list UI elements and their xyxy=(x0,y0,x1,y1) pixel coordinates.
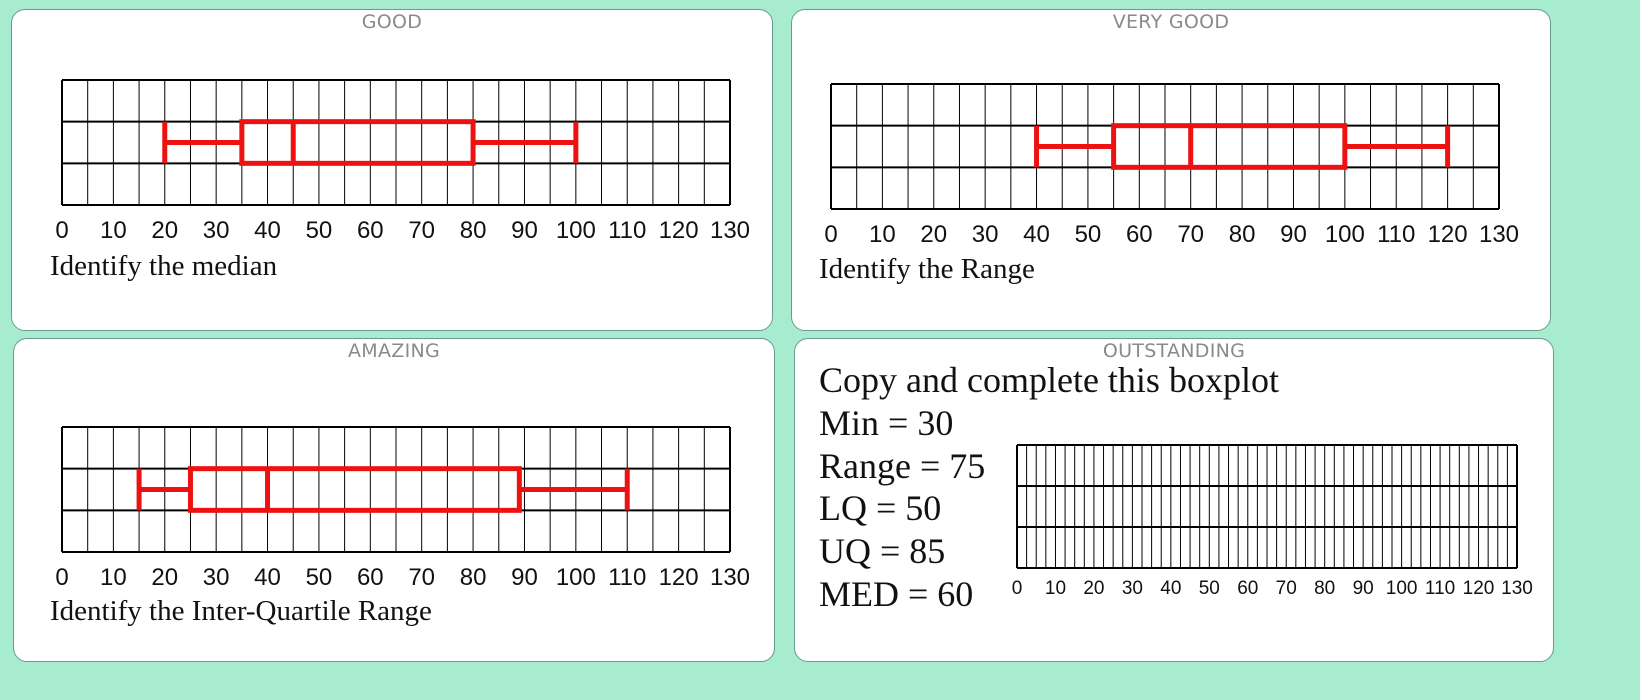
card-title: AMAZING xyxy=(347,340,441,362)
x-tick-label: 60 xyxy=(357,217,384,244)
x-tick-label: 0 xyxy=(55,217,68,244)
stat-range: Range = 75 xyxy=(819,446,986,486)
card-good: GOOD 0 10 20 30 40 50 60 70 80 90 100 110 120 130 Ide… xyxy=(11,9,773,331)
question-text: Identify the median xyxy=(50,250,278,282)
x-tick-label: 60 xyxy=(357,564,384,591)
x-tick-label: 40 xyxy=(254,564,281,591)
question-text: Identify the Range xyxy=(819,253,1035,285)
x-tick-label: 130 xyxy=(710,564,750,591)
stat-lq: LQ = 50 xyxy=(819,488,942,528)
x-tick-label: 10 xyxy=(869,221,896,248)
stat-min: Min = 30 xyxy=(819,403,954,443)
x-tick-label: 100 xyxy=(1325,221,1365,248)
x-tick-label: 40 xyxy=(1023,221,1050,248)
x-tick-label: 90 xyxy=(1280,221,1307,248)
x-tick-label: 50 xyxy=(1075,221,1102,248)
x-tick-label: 30 xyxy=(203,564,230,591)
stat-uq: UQ = 85 xyxy=(819,531,946,571)
grid xyxy=(61,79,731,206)
x-tick-label: 40 xyxy=(254,217,281,244)
x-tick-label: 40 xyxy=(1160,578,1181,599)
x-tick-label: 130 xyxy=(710,217,750,244)
x-tick-label: 110 xyxy=(608,217,646,244)
card-outstanding: OUTSTANDING Copy and complete this boxpl… xyxy=(794,338,1554,662)
x-tick-label: 90 xyxy=(1353,578,1374,599)
x-tick-label: 0 xyxy=(824,221,837,248)
x-tick-label: 10 xyxy=(100,217,127,244)
x-tick-label: 30 xyxy=(972,221,999,248)
x-tick-label: 60 xyxy=(1237,578,1258,599)
card-title: GOOD xyxy=(361,11,423,33)
x-tick-label: 120 xyxy=(659,217,699,244)
x-tick-label: 100 xyxy=(1386,578,1418,599)
x-tick-label: 130 xyxy=(1479,221,1519,248)
x-tick-label: 30 xyxy=(203,217,230,244)
x-tick-label: 50 xyxy=(306,217,333,244)
card-title: VERY GOOD xyxy=(1112,11,1230,33)
x-tick-label: 20 xyxy=(151,564,178,591)
box xyxy=(239,119,476,166)
x-tick-label: 70 xyxy=(408,217,435,244)
x-tick-label: 110 xyxy=(1377,221,1415,248)
x-tick-label: 70 xyxy=(1177,221,1204,248)
x-tick-label: 50 xyxy=(306,564,333,591)
x-tick-label: 60 xyxy=(1126,221,1153,248)
boxplot xyxy=(1034,123,1451,170)
boxplot xyxy=(162,119,579,166)
x-tick-label: 100 xyxy=(556,217,596,244)
boxplot-grid-blank: 0 10 20 30 40 50 60 70 80 90 100 110 120 130 xyxy=(1012,444,1533,599)
x-tick-label: 20 xyxy=(151,217,178,244)
x-tick-label: 30 xyxy=(1122,578,1143,599)
x-tick-label: 110 xyxy=(608,564,646,591)
x-tick-label: 120 xyxy=(1428,221,1468,248)
x-tick-label: 20 xyxy=(1083,578,1104,599)
card-amazing: AMAZING 0 10 20 30 40 50 60 70 80 90 100 110 120 130 … xyxy=(13,338,775,662)
x-tick-label: 120 xyxy=(659,564,699,591)
x-tick-label: 10 xyxy=(100,564,127,591)
x-tick-label: 130 xyxy=(1501,578,1533,599)
x-tick-label: 90 xyxy=(511,217,538,244)
box xyxy=(187,466,522,513)
boxplot xyxy=(136,466,630,513)
x-tick-label: 50 xyxy=(1199,578,1220,599)
boxplot-chart-1: 0 10 20 30 40 50 60 70 80 90 100 110 120 130 xyxy=(55,79,750,244)
card-very-good: VERY GOOD 0 10 20 30 40 50 60 70 80 90 100 110 120 13… xyxy=(791,9,1551,331)
x-tick-label: 80 xyxy=(460,564,487,591)
card-title: OUTSTANDING xyxy=(1102,340,1246,362)
question-text: Identify the Inter-Quartile Range xyxy=(50,595,432,627)
x-tick-label: 0 xyxy=(1012,578,1023,599)
x-tick-label: 70 xyxy=(408,564,435,591)
x-tick-label: 100 xyxy=(556,564,596,591)
box xyxy=(1111,123,1348,170)
stat-med: MED = 60 xyxy=(819,574,974,614)
x-tick-label: 80 xyxy=(1314,578,1335,599)
x-tick-label: 0 xyxy=(55,564,68,591)
x-tick-label: 120 xyxy=(1463,578,1495,599)
x-tick-label: 70 xyxy=(1276,578,1297,599)
boxplot-chart-3: 0 10 20 30 40 50 60 70 80 90 100 110 120 130 xyxy=(55,426,750,591)
x-tick-label: 10 xyxy=(1045,578,1066,599)
x-tick-label: 80 xyxy=(1229,221,1256,248)
x-tick-label: 80 xyxy=(460,217,487,244)
x-tick-label: 110 xyxy=(1425,578,1455,599)
x-tick-label: 90 xyxy=(511,564,538,591)
x-tick-label: 20 xyxy=(920,221,947,248)
question-text: Copy and complete this boxplot xyxy=(819,360,1279,400)
grid xyxy=(1016,444,1518,569)
boxplot-chart-2: 0 10 20 30 40 50 60 70 80 90 100 110 120 130 xyxy=(824,83,1519,248)
